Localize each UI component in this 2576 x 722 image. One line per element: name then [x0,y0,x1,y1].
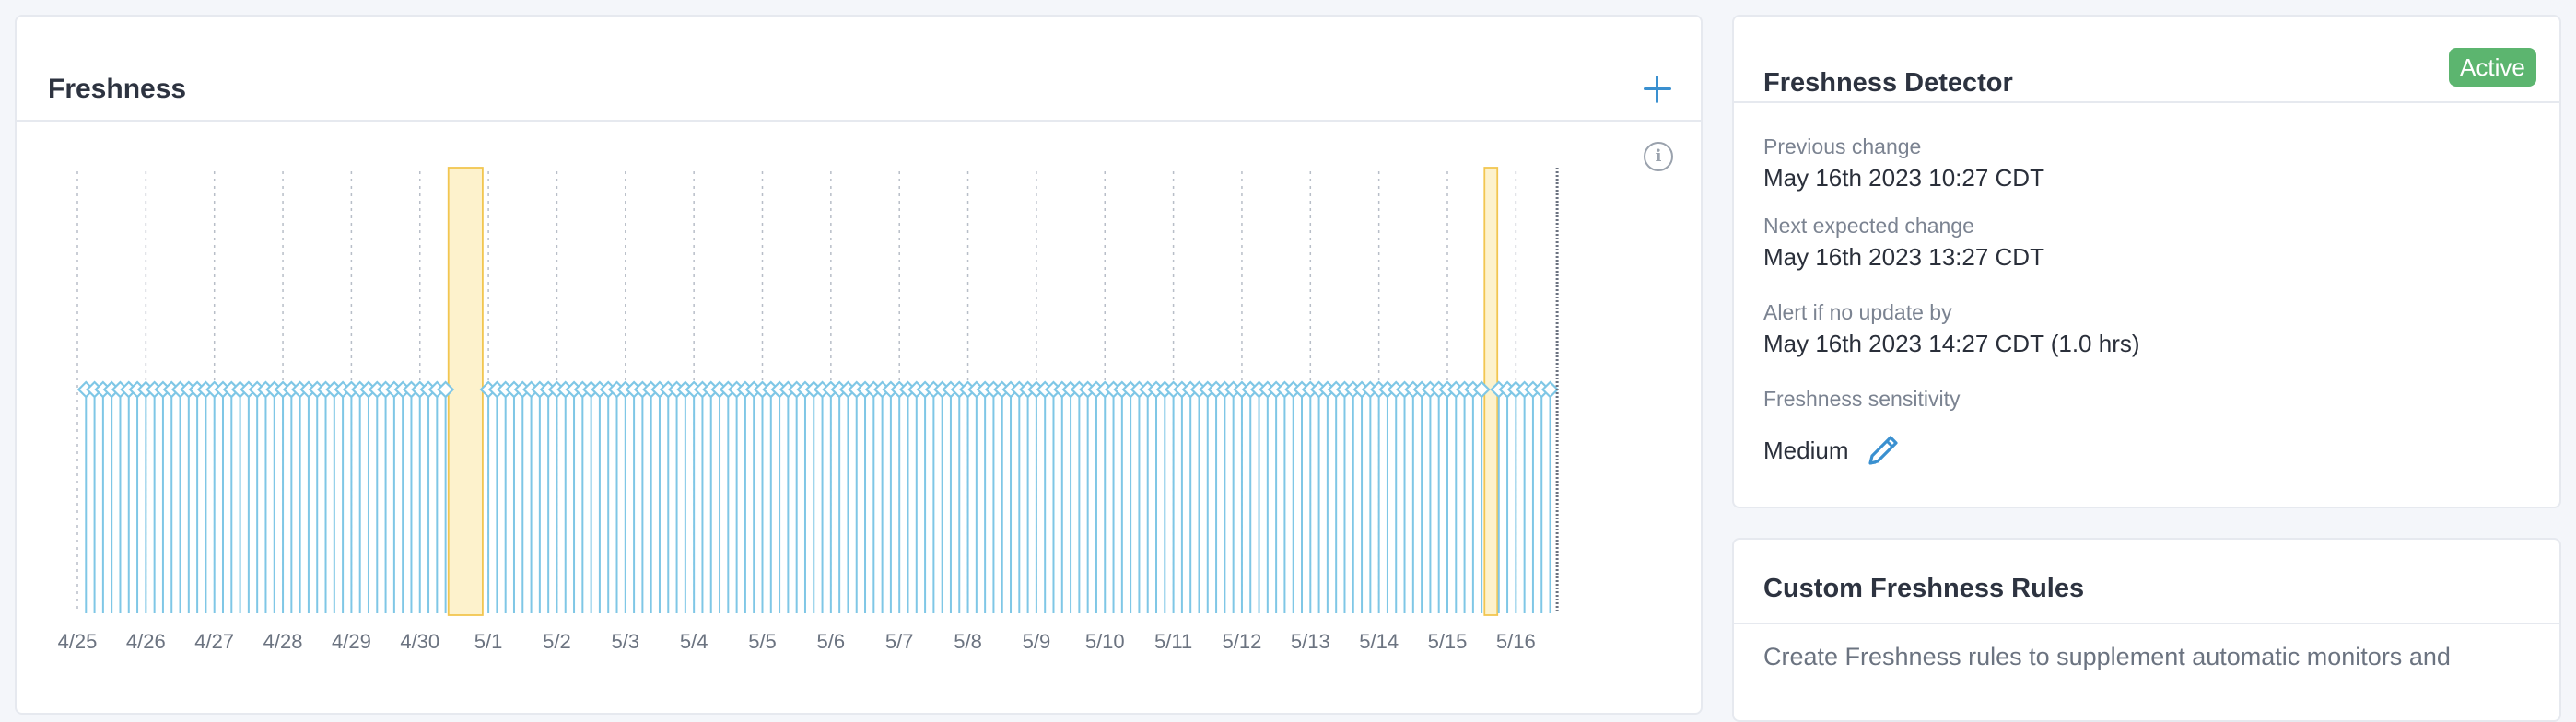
pencil-icon[interactable] [1863,430,1903,471]
next-expected-label: Next expected change [1763,214,1974,238]
x-tick-label: 5/7 [885,630,914,653]
x-tick-label: 4/28 [263,630,303,653]
x-tick-label: 5/6 [817,630,846,653]
rules-description: Create Freshness rules to supplement aut… [1763,643,2451,670]
x-tick-label: 5/5 [748,630,777,653]
x-tick-label: 5/12 [1223,630,1262,653]
freshness-card: Freshness i 4/25 4/26 4/27 4/28 4/29 4/30 5/1 5… [15,15,1703,715]
x-tick-label: 4/25 [58,630,98,653]
gap-window [447,167,484,616]
previous-change-label: Previous change [1763,134,1922,158]
x-tick-label: 5/10 [1085,630,1125,653]
alert-label: Alert if no update by [1763,300,1952,324]
detector-header: Freshness Detector Active [1734,17,2559,103]
rules-divider [1734,623,2559,624]
freshness-card-header: Freshness [17,17,1701,122]
custom-freshness-rules-card: Custom Freshness Rules Create Freshness … [1732,538,2561,722]
x-tick-label: 5/13 [1291,630,1330,653]
update-marker [437,380,455,399]
freshness-chart: 4/25 4/26 4/27 4/28 4/29 4/30 5/1 5/2 5/3 5/4 5/5 5… [58,167,1560,653]
rules-title: Custom Freshness Rules [1763,574,2085,603]
x-tick-label: 4/29 [332,630,371,653]
freshness-detector-card: Freshness Detector Active Previous chang… [1732,15,2561,508]
add-icon[interactable] [1642,74,1673,105]
x-tick-label: 5/2 [543,630,571,653]
info-icon[interactable]: i [1644,142,1673,171]
sensitivity-value: Medium [1763,437,1849,464]
next-expected-value: May 16th 2023 13:27 CDT [1763,243,2044,271]
sensitivity-label: Freshness sensitivity [1763,387,1961,411]
x-tick-label: 5/8 [954,630,982,653]
x-tick-label: 5/1 [474,630,503,653]
status-badge: Active [2449,48,2536,87]
detector-title: Freshness Detector [1763,68,2013,98]
previous-change-value: May 16th 2023 10:27 CDT [1763,164,2044,192]
x-tick-label: 5/3 [612,630,640,653]
x-tick-label: 4/27 [194,630,234,653]
x-tick-label: 5/4 [680,630,708,653]
x-tick-label: 5/15 [1428,630,1468,653]
x-tick-label: 5/14 [1359,630,1399,653]
x-tick-label: 5/11 [1154,630,1192,653]
x-tick-label: 4/30 [400,630,439,653]
x-tick-label: 5/16 [1496,630,1536,653]
alert-value: May 16th 2023 14:27 CDT (1.0 hrs) [1763,330,2140,357]
update-marker [1472,380,1491,399]
x-tick-label: 4/26 [126,630,166,653]
freshness-title: Freshness [48,74,187,104]
x-tick-label: 5/9 [1023,630,1051,653]
